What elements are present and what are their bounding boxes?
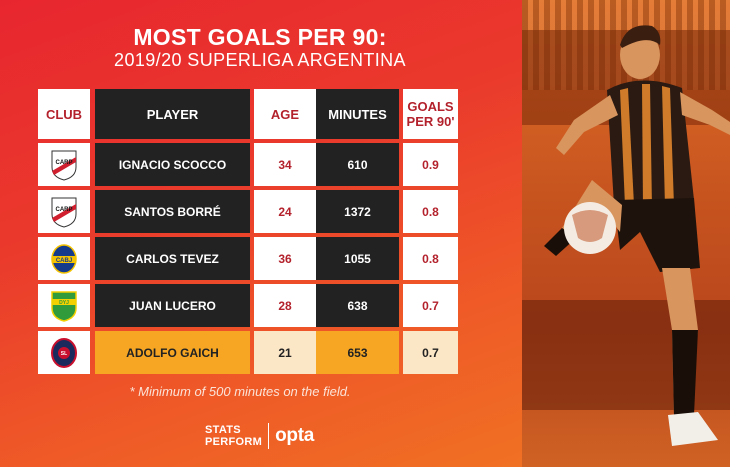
header-club: CLUB bbox=[38, 89, 90, 139]
age-cell: 28 bbox=[254, 284, 316, 327]
age-cell: 34 bbox=[254, 143, 316, 186]
river-plate-crest-icon: CARP bbox=[38, 143, 90, 186]
svg-text:SL: SL bbox=[61, 351, 67, 357]
svg-text:DYJ: DYJ bbox=[59, 300, 69, 306]
age-cell: 24 bbox=[254, 190, 316, 233]
logo-divider bbox=[268, 423, 270, 449]
table-header-row: CLUB PLAYER AGE MINUTES GOALS PER 90' bbox=[38, 89, 458, 139]
opta-wordmark: opta bbox=[275, 425, 315, 446]
table-row: DYJ JUAN LUCERO 28 638 0.7 bbox=[38, 284, 458, 327]
minutes-cell: 1055 bbox=[316, 237, 399, 280]
header-age: AGE bbox=[254, 89, 316, 139]
chart-subtitle: 2019/20 SUPERLIGA ARGENTINA bbox=[114, 50, 406, 70]
header-goals-per-90: GOALS PER 90' bbox=[403, 89, 458, 139]
svg-text:CARP: CARP bbox=[55, 207, 72, 213]
goals-per-90-cell: 0.8 bbox=[403, 237, 458, 280]
goals-per-90-cell: 0.9 bbox=[403, 143, 458, 186]
minutes-cell: 653 bbox=[316, 331, 399, 374]
goals-per-90-cell: 0.7 bbox=[403, 331, 458, 374]
age-cell: 21 bbox=[254, 331, 316, 374]
age-cell: 36 bbox=[254, 237, 316, 280]
minutes-cell: 638 bbox=[316, 284, 399, 327]
svg-text:CABJ: CABJ bbox=[56, 258, 72, 264]
footballer-silhouette bbox=[544, 25, 730, 446]
san-lorenzo-crest-icon: SL bbox=[38, 331, 90, 374]
minutes-cell: 1372 bbox=[316, 190, 399, 233]
stats-perform-wordmark: STATS PERFORM bbox=[205, 424, 263, 448]
player-name-cell: ADOLFO GAICH bbox=[95, 331, 250, 374]
svg-text:CARP: CARP bbox=[55, 160, 72, 166]
stats-perform-opta-logo: STATS PERFORM opta bbox=[205, 420, 314, 452]
river-plate-crest-icon: CARP bbox=[38, 190, 90, 233]
minutes-cell: 610 bbox=[316, 143, 399, 186]
defensa-y-justicia-crest-icon: DYJ bbox=[38, 284, 90, 327]
table-row: CABJ CARLOS TEVEZ 36 1055 0.8 bbox=[38, 237, 458, 280]
table-row: CARP SANTOS BORRÉ 24 1372 0.8 bbox=[38, 190, 458, 233]
header-player: PLAYER bbox=[95, 89, 250, 139]
player-photo bbox=[522, 0, 730, 467]
chart-title: MOST GOALS PER 90: bbox=[133, 24, 387, 50]
player-name-cell: SANTOS BORRÉ bbox=[95, 190, 250, 233]
table-row: SL ADOLFO GAICH 21 653 0.7 bbox=[38, 331, 458, 374]
player-name-cell: JUAN LUCERO bbox=[95, 284, 250, 327]
footnote: * Minimum of 500 minutes on the field. bbox=[129, 384, 351, 399]
header-minutes: MINUTES bbox=[316, 89, 399, 139]
goals-per-90-cell: 0.7 bbox=[403, 284, 458, 327]
boca-juniors-crest-icon: CABJ bbox=[38, 237, 90, 280]
table-row: CARP IGNACIO SCOCCO 34 610 0.9 bbox=[38, 143, 458, 186]
player-name-cell: IGNACIO SCOCCO bbox=[95, 143, 250, 186]
player-name-cell: CARLOS TEVEZ bbox=[95, 237, 250, 280]
goals-per-90-cell: 0.8 bbox=[403, 190, 458, 233]
